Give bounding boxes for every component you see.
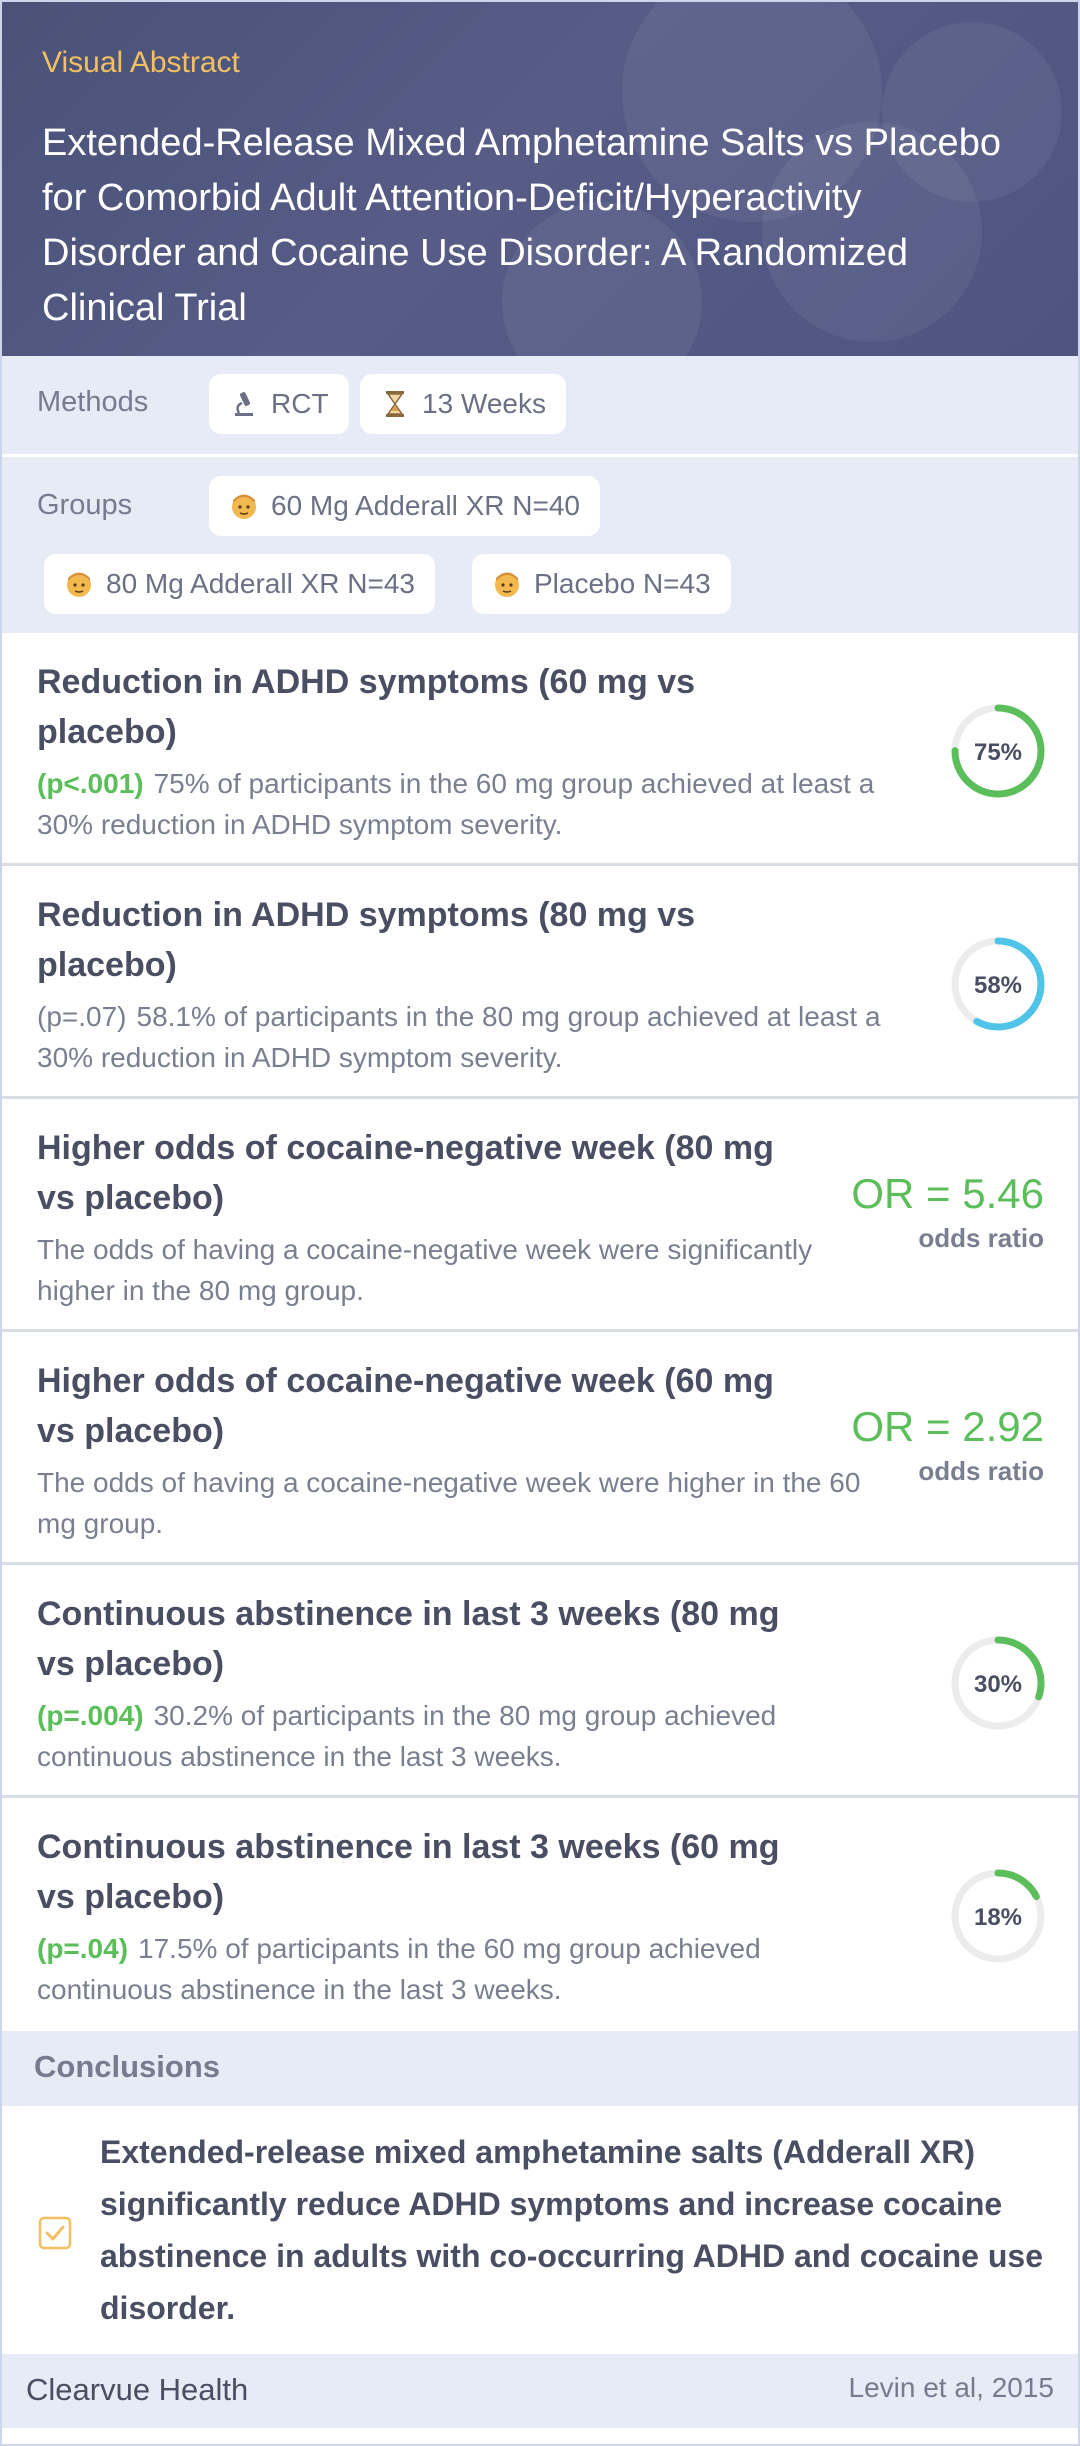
finding-description: The odds of having a cocaine-negative we…: [37, 1467, 861, 1539]
groups-label: Groups: [37, 489, 133, 521]
conclusions-header: Conclusions: [2, 2031, 1078, 2106]
finding-description: (p<.001) 75% of participants in the 60 mg…: [37, 763, 887, 845]
brand-name: Clearvue Health: [26, 2372, 249, 2407]
finding-card: Higher odds of cocaine-negative week (60…: [2, 1332, 1078, 1565]
odds-ratio-value: OR = 2.92: [851, 1403, 1044, 1450]
finding-card: Continuous abstinence in last 3 weeks (8…: [2, 1565, 1078, 1798]
finding-text: 75% of participants in the 60 mg group a…: [37, 768, 875, 840]
p-value: (p=.04): [37, 1933, 129, 1964]
conclusions-label: Conclusions: [34, 2049, 221, 2084]
methods-section: Methods RCT 13 Weeks: [2, 356, 1078, 457]
hourglass-icon: [380, 389, 410, 419]
footer: Clearvue Health Levin et al, 2015: [2, 2354, 1078, 2428]
microscope-icon: [229, 389, 259, 419]
ring-label: 18%: [974, 1904, 1022, 1931]
p-value: (p=.004): [37, 1700, 144, 1731]
progress-ring: 18%: [951, 1869, 1045, 1963]
finding-title: Higher odds of cocaine-negative week (80…: [37, 1129, 774, 1217]
finding-description: (p=.07) 58.1% of participants in the 80 m…: [37, 996, 887, 1078]
page-title: Extended-Release Mixed Amphetamine Salts…: [42, 122, 1001, 329]
group-chip-60mg: 60 Mg Adderall XR N=40: [209, 476, 600, 536]
finding-text: 17.5% of participants in the 60 mg group…: [37, 1933, 761, 2005]
finding-card: Higher odds of cocaine-negative week (80…: [2, 1099, 1078, 1332]
header: Visual Abstract Extended-Release Mixed A…: [2, 2, 1078, 356]
person-icon: [229, 491, 259, 521]
conclusion-text: Extended-release mixed amphetamine salts…: [100, 2134, 1043, 2326]
finding-description: (p=.004) 30.2% of participants in the 80 …: [37, 1695, 887, 1777]
citation: Levin et al, 2015: [848, 2372, 1055, 2403]
finding-text: 30.2% of participants in the 80 mg group…: [37, 1700, 777, 1772]
group-chip-placebo: Placebo N=43: [472, 554, 731, 614]
progress-ring: 30%: [951, 1636, 1045, 1730]
finding-title: Reduction in ADHD symptoms (80 mg vs pla…: [37, 896, 696, 984]
group-chip-label: 80 Mg Adderall XR N=43: [106, 568, 415, 599]
group-chip-label: 60 Mg Adderall XR N=40: [271, 490, 580, 521]
finding-card: Continuous abstinence in last 3 weeks (6…: [2, 1798, 1078, 2031]
progress-ring: 75%: [951, 704, 1045, 798]
method-chip-label: 13 Weeks: [422, 388, 546, 419]
method-chip-duration: 13 Weeks: [360, 374, 566, 434]
odds-ratio: OR = 5.46 odds ratio: [851, 1169, 1044, 1254]
checkbox-icon: [38, 2216, 72, 2250]
odds-ratio: OR = 2.92 odds ratio: [851, 1402, 1044, 1487]
finding-card: Reduction in ADHD symptoms (80 mg vs pla…: [2, 866, 1078, 1099]
finding-card: Reduction in ADHD symptoms (60 mg vs pla…: [2, 633, 1078, 866]
person-icon: [64, 569, 94, 599]
group-chip-label: Placebo N=43: [534, 568, 711, 599]
p-value: (p<.001): [37, 768, 144, 799]
ring-label: 30%: [974, 1671, 1022, 1698]
eyebrow-label: Visual Abstract: [42, 46, 240, 79]
finding-title: Continuous abstinence in last 3 weeks (6…: [37, 1828, 780, 1916]
groups-section: Groups 60 Mg Adderall XR N=40 80 Mg Adde…: [2, 457, 1078, 633]
p-value: (p=.07): [37, 1001, 127, 1032]
finding-text: 58.1% of participants in the 80 mg group…: [37, 1001, 881, 1073]
progress-ring: 58%: [951, 937, 1045, 1031]
finding-title: Higher odds of cocaine-negative week (60…: [37, 1362, 774, 1450]
finding-title: Reduction in ADHD symptoms (60 mg vs pla…: [37, 663, 696, 751]
ring-label: 75%: [974, 739, 1022, 766]
ring-label: 58%: [974, 972, 1022, 999]
conclusions-section: Extended-release mixed amphetamine salts…: [2, 2106, 1078, 2354]
method-chip-label: RCT: [271, 388, 329, 419]
finding-description: The odds of having a cocaine-negative we…: [37, 1234, 813, 1306]
finding-title: Continuous abstinence in last 3 weeks (8…: [37, 1595, 780, 1683]
method-chip-rct: RCT: [209, 374, 349, 434]
odds-ratio-label: odds ratio: [918, 1456, 1044, 1486]
methods-label: Methods: [37, 386, 149, 418]
group-chip-80mg: 80 Mg Adderall XR N=43: [44, 554, 435, 614]
person-icon: [492, 569, 522, 599]
finding-description: (p=.04) 17.5% of participants in the 60 m…: [37, 1928, 887, 2010]
odds-ratio-value: OR = 5.46: [851, 1170, 1044, 1217]
odds-ratio-label: odds ratio: [918, 1223, 1044, 1253]
